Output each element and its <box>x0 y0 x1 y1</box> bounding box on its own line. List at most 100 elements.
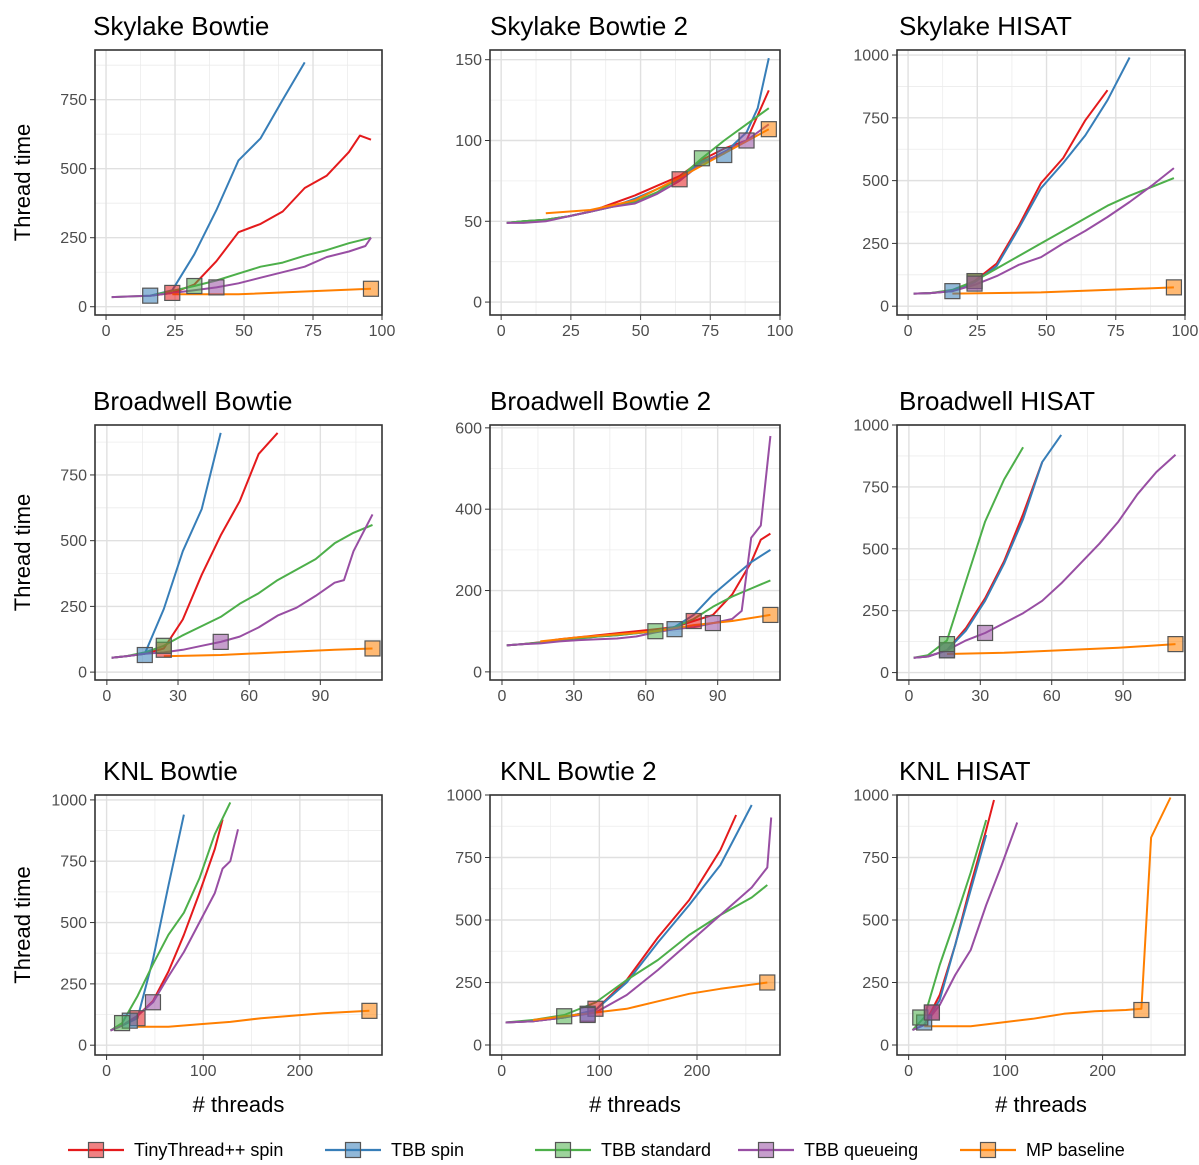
panel-title: KNL Bowtie <box>103 756 238 786</box>
y-tick-label: 0 <box>880 299 889 316</box>
y-tick-label: 500 <box>60 161 87 178</box>
y-tick-label: 250 <box>862 603 889 620</box>
y-tick-label: 1000 <box>446 788 482 805</box>
legend-item-tbb_standard: TBB standard <box>535 1140 711 1160</box>
y-tick-label: 50 <box>464 214 482 231</box>
x-tick-label: 0 <box>497 323 506 340</box>
legend-key-marker <box>87 1141 105 1159</box>
y-tick-label: 0 <box>880 1038 889 1055</box>
series-line-mp_baseline <box>924 797 1172 1028</box>
series-marker-mp_baseline <box>762 606 779 624</box>
x-tick-label: 60 <box>1043 688 1061 705</box>
y-tick-label: 250 <box>862 975 889 992</box>
x-tick-label: 60 <box>240 688 258 705</box>
y-tick-label: 250 <box>60 230 87 247</box>
y-tick-label: 0 <box>473 1038 482 1055</box>
x-axis-label: # threads <box>193 1092 285 1117</box>
y-tick-label: 250 <box>60 976 87 993</box>
x-tick-label: 0 <box>102 323 111 340</box>
x-tick-label: 25 <box>166 323 184 340</box>
panel-background <box>490 425 780 680</box>
series-line-mp_baseline <box>172 287 372 296</box>
panel-border <box>94 424 383 681</box>
legend-key-marker <box>979 1141 997 1159</box>
x-tick-label: 50 <box>235 323 253 340</box>
y-tick-label: 750 <box>60 467 87 484</box>
series-line-mp_baseline <box>952 286 1174 295</box>
series-marker-tinythread <box>671 171 688 188</box>
x-tick-label: 0 <box>904 1063 913 1080</box>
legend-label: TBB spin <box>391 1140 464 1160</box>
series-line-mp_baseline <box>163 647 373 658</box>
series-line-mp_baseline <box>946 643 1176 655</box>
x-tick-label: 100 <box>1172 323 1199 340</box>
panel-background <box>95 50 382 315</box>
series-marker-tbb_standard <box>693 150 711 167</box>
y-axis-label: Thread time <box>10 494 35 611</box>
y-tick-label: 1000 <box>51 792 87 809</box>
series-marker-tbb_standard <box>938 636 956 653</box>
panel-4: 0 30 60 90 0 250 500 750 Broadwell Bowtie Thread … <box>10 386 383 705</box>
x-tick-label: 0 <box>904 688 913 705</box>
series-line-tbb_standard <box>913 446 1024 659</box>
y-tick-label: 250 <box>862 236 889 253</box>
y-tick-label: 500 <box>862 913 889 930</box>
series-marker-tbb_standard <box>556 1008 573 1025</box>
y-tick-label: 100 <box>455 133 482 150</box>
y-tick-label: 500 <box>862 541 889 558</box>
series-line-tbb_standard <box>506 107 770 224</box>
panel-8: 0 100 200 0 250 500 750 1000 KNL Bowtie 2 # threa… <box>446 756 781 1117</box>
y-tick-label: 250 <box>60 599 87 616</box>
x-tick-label: 75 <box>1107 323 1125 340</box>
series-marker-tinythread <box>685 612 702 630</box>
x-tick-label: 100 <box>586 1063 613 1080</box>
y-tick-label: 500 <box>60 915 87 932</box>
series-marker-mp_baseline <box>364 640 381 657</box>
x-axis-label: # threads <box>995 1092 1087 1117</box>
legend-label: TBB queueing <box>804 1140 918 1160</box>
series-marker-tbb_queueing <box>923 1004 941 1021</box>
series-marker-tbb_spin <box>716 146 733 164</box>
x-tick-label: 100 <box>369 323 396 340</box>
series-marker-tbb_spin <box>142 287 159 304</box>
series-marker-tbb_queueing <box>579 1006 596 1024</box>
x-tick-label: 30 <box>971 688 989 705</box>
y-tick-label: 250 <box>455 975 482 992</box>
panel-border <box>489 49 781 316</box>
series-marker-tbb_queueing <box>212 633 229 650</box>
panel-border <box>489 794 781 1056</box>
legend-item-tbb_spin: TBB spin <box>325 1140 464 1160</box>
series-marker-tbb_standard <box>113 1015 131 1032</box>
legend-item-mp_baseline: MP baseline <box>960 1140 1125 1160</box>
panel-background <box>490 795 780 1055</box>
y-tick-label: 0 <box>473 295 482 312</box>
x-tick-label: 0 <box>497 1063 506 1080</box>
y-tick-label: 500 <box>862 173 889 190</box>
x-tick-label: 200 <box>1089 1063 1116 1080</box>
series-marker-tbb_spin <box>666 621 683 638</box>
panel-background <box>490 50 780 315</box>
y-tick-label: 750 <box>60 92 87 109</box>
y-axis-label: Thread time <box>10 124 35 241</box>
series-marker-tbb_spin <box>136 646 153 664</box>
y-tick-label: 500 <box>455 913 482 930</box>
panel-title: Broadwell Bowtie <box>93 386 292 416</box>
x-tick-label: 50 <box>1038 323 1056 340</box>
x-tick-label: 0 <box>498 688 507 705</box>
x-tick-label: 60 <box>637 688 655 705</box>
y-tick-label: 600 <box>455 420 482 437</box>
panel-border <box>94 794 383 1056</box>
x-tick-label: 30 <box>565 688 583 705</box>
series-marker-tinythread <box>164 284 181 302</box>
panel-9: 0 100 200 0 250 500 750 1000 KNL HISAT # threads <box>853 756 1186 1117</box>
series-marker-tbb_standard <box>155 637 172 654</box>
legend-key-marker <box>554 1141 572 1159</box>
series-marker-tbb_queueing <box>976 624 994 642</box>
y-tick-label: 0 <box>78 665 87 682</box>
x-tick-label: 200 <box>287 1063 314 1080</box>
series-marker-tbb_queueing <box>704 614 721 632</box>
y-tick-label: 1000 <box>853 788 889 805</box>
panel-border <box>94 49 383 316</box>
panel-title: Skylake Bowtie 2 <box>490 11 688 41</box>
